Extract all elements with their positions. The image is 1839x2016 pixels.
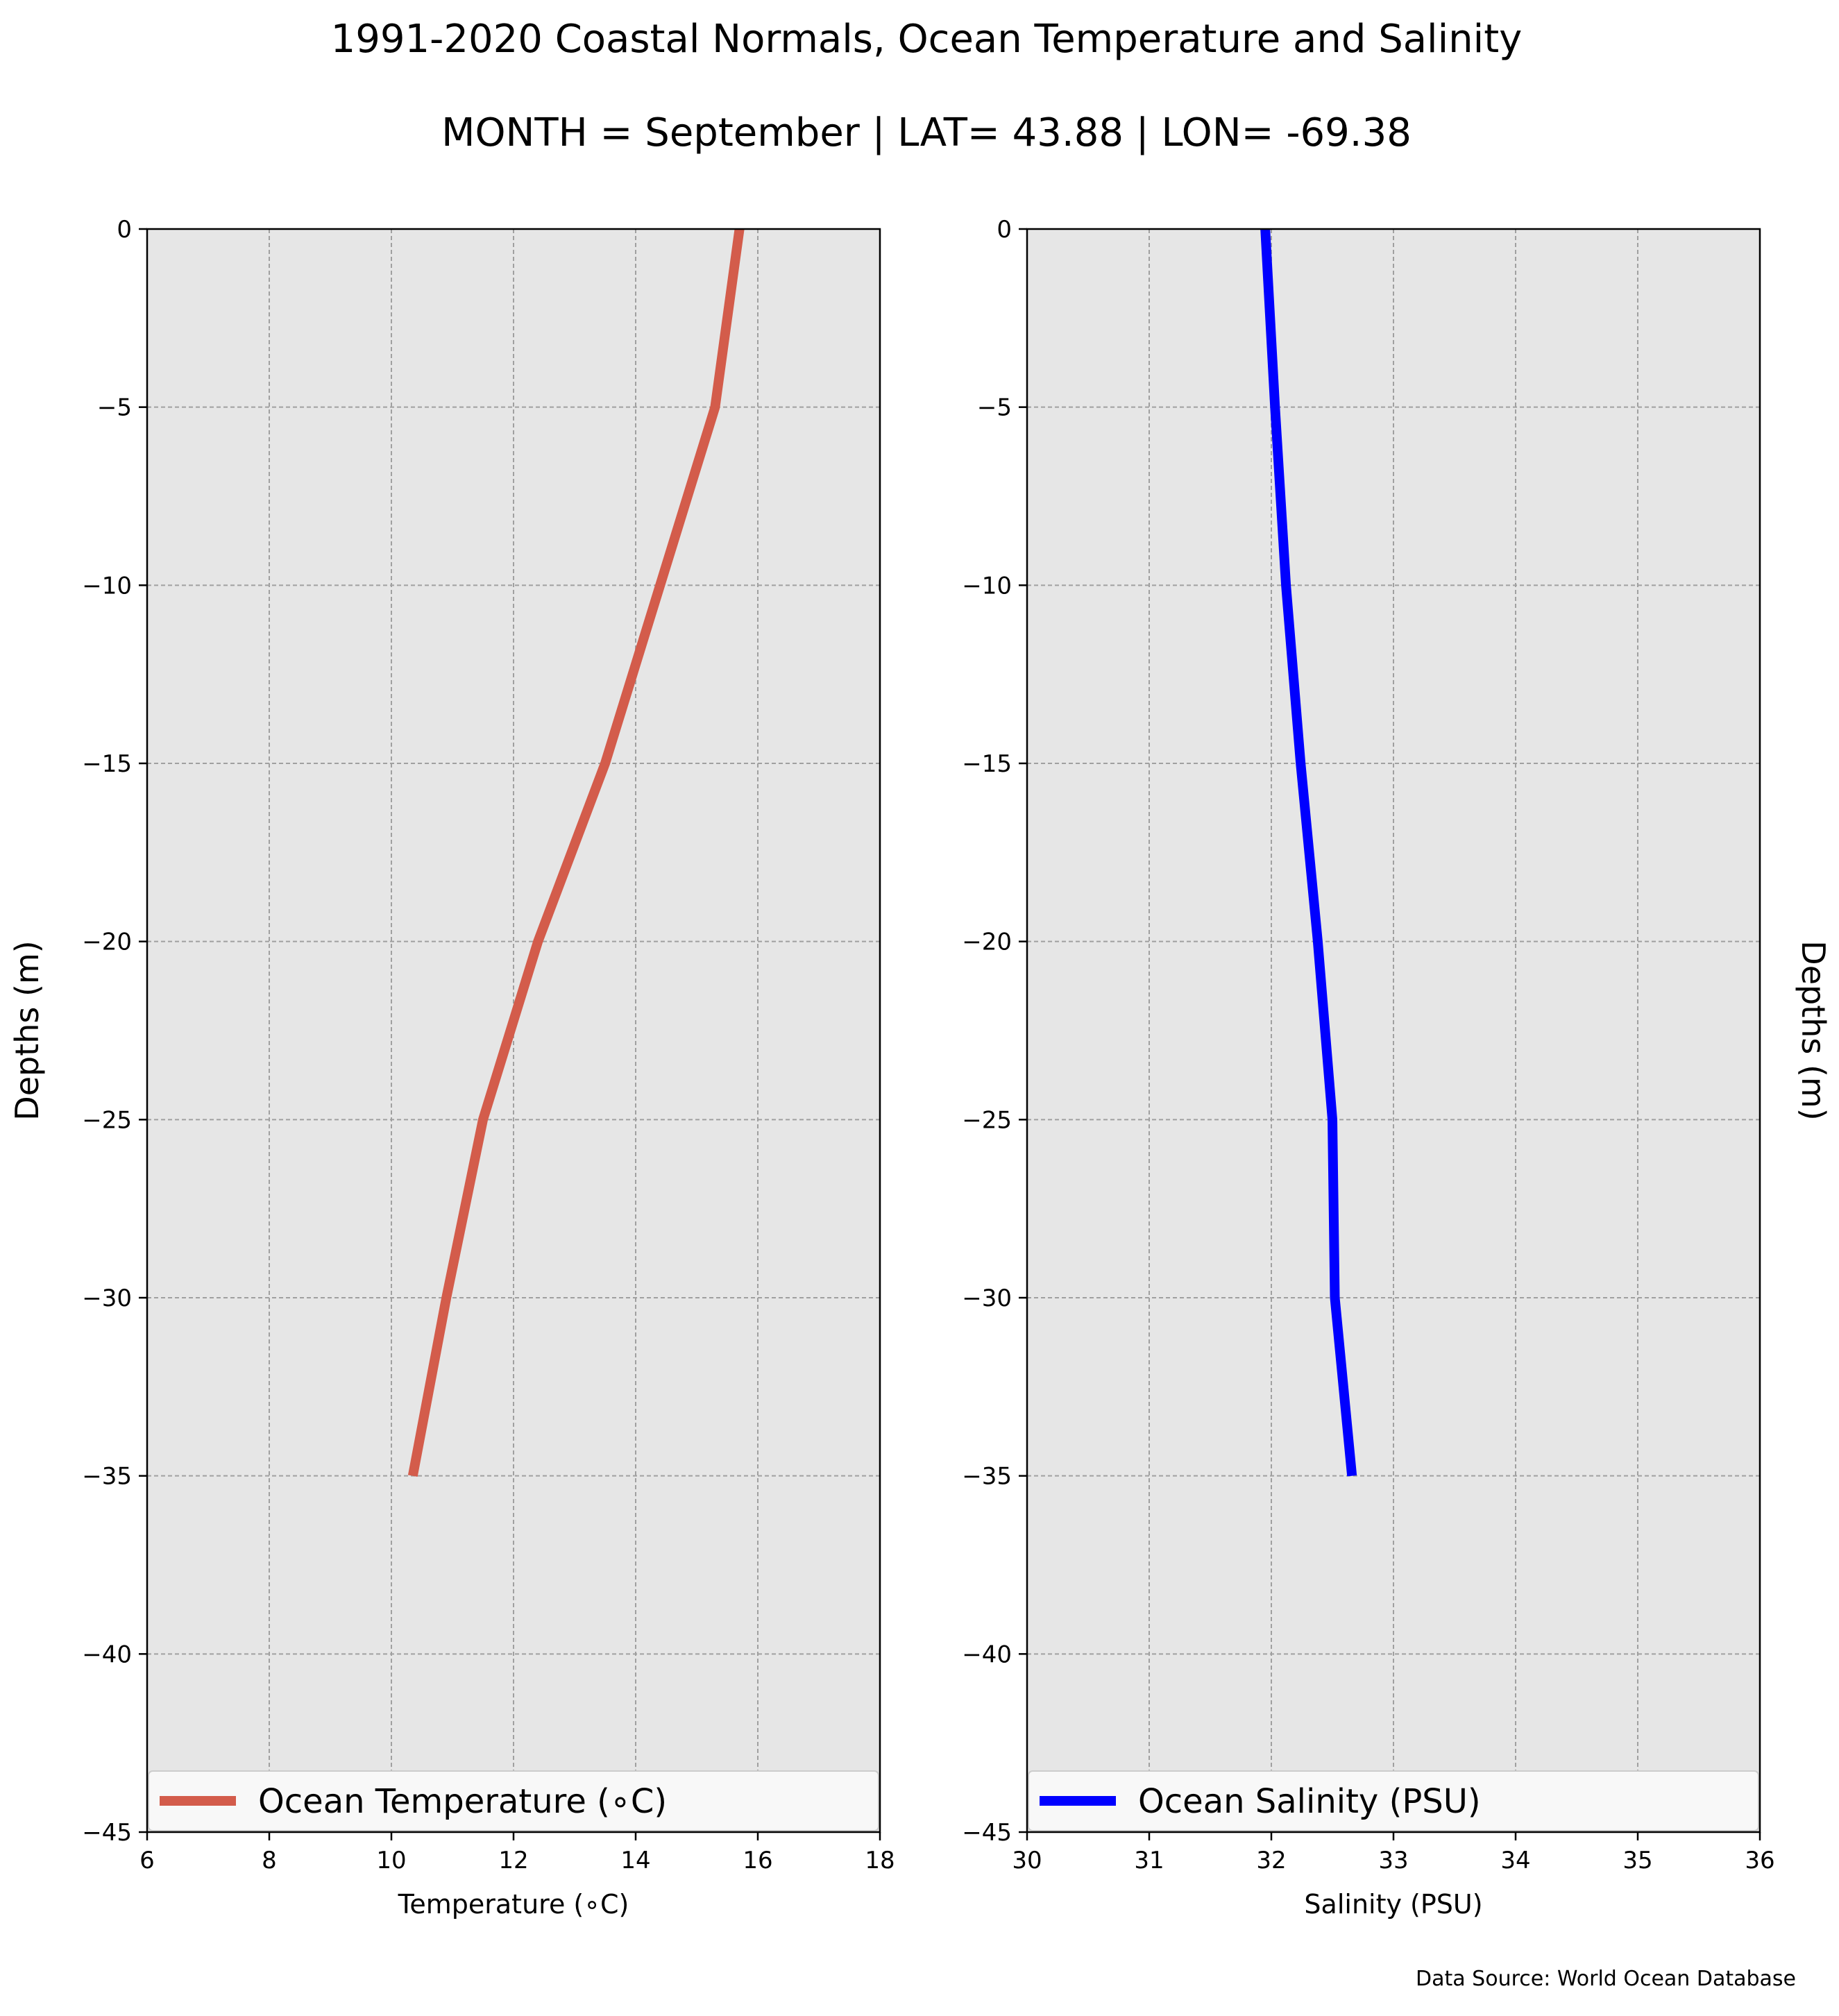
y-tick-label: −5 bbox=[97, 394, 132, 422]
y-tick-label: −40 bbox=[962, 1641, 1012, 1668]
y-tick-label: −20 bbox=[82, 929, 132, 956]
y-tick-label: −20 bbox=[962, 929, 1012, 956]
series-line-temperature bbox=[407, 228, 745, 1477]
y-tick-label: −25 bbox=[82, 1106, 132, 1134]
y-tick-label: −10 bbox=[962, 572, 1012, 600]
y-tick-label: −30 bbox=[82, 1285, 132, 1312]
x-tick-label: 33 bbox=[1378, 1847, 1408, 1874]
x-tick-label: 32 bbox=[1256, 1847, 1286, 1874]
x-tick-label: 35 bbox=[1622, 1847, 1652, 1874]
y-tick-label: −10 bbox=[82, 572, 132, 600]
salinity-panel: Ocean Salinity (PSU) 30 31 32 33 34 35 36 0 −5 −10… bbox=[962, 216, 1832, 1920]
y-tick-label: −45 bbox=[82, 1819, 132, 1847]
legend-box bbox=[148, 1770, 879, 1831]
temperature-panel: Ocean Temperature (∘C) 6 8 10 12 14 16 18 0 −5 −10… bbox=[8, 216, 895, 1920]
x-axis-label: Temperature (∘C) bbox=[398, 1889, 629, 1920]
y-tick-label: 0 bbox=[117, 216, 132, 244]
x-tick-label: 8 bbox=[262, 1847, 277, 1874]
y-tick-label: −30 bbox=[962, 1285, 1012, 1312]
legend-label: Ocean Temperature (∘C) bbox=[258, 1782, 667, 1821]
x-tick-label: 16 bbox=[743, 1847, 772, 1874]
chart-title: 1991-2020 Coastal Normals, Ocean Tempera… bbox=[331, 17, 1523, 62]
y-tick-label: −15 bbox=[962, 750, 1012, 778]
x-tick-label: 30 bbox=[1012, 1847, 1042, 1874]
y-tick-label: −35 bbox=[962, 1463, 1012, 1491]
y-axis-label: Depths (m) bbox=[1795, 940, 1832, 1120]
x-tick-label: 6 bbox=[139, 1847, 155, 1874]
x-tick-label: 18 bbox=[865, 1847, 895, 1874]
y-tick-label: −40 bbox=[82, 1641, 132, 1668]
legend-label: Ocean Salinity (PSU) bbox=[1138, 1782, 1481, 1821]
y-tick-label: 0 bbox=[997, 216, 1012, 244]
y-tick-label: −45 bbox=[962, 1819, 1012, 1847]
x-tick-label: 14 bbox=[620, 1847, 650, 1874]
x-tick-label: 36 bbox=[1745, 1847, 1774, 1874]
legend-box bbox=[1028, 1770, 1759, 1831]
y-tick-label: −25 bbox=[962, 1106, 1012, 1134]
chart-subtitle: MONTH = September | LAT= 43.88 | LON= -6… bbox=[441, 110, 1412, 155]
series-line-salinity bbox=[1260, 228, 1357, 1477]
y-tick-label: −15 bbox=[82, 750, 132, 778]
x-axis-label: Salinity (PSU) bbox=[1304, 1889, 1482, 1920]
y-axis-label: Depths (m) bbox=[8, 940, 46, 1120]
y-tick-label: −35 bbox=[82, 1463, 132, 1491]
x-tick-label: 31 bbox=[1134, 1847, 1164, 1874]
x-tick-label: 34 bbox=[1500, 1847, 1530, 1874]
data-source-note: Data Source: World Ocean Database bbox=[1416, 1967, 1796, 1991]
x-tick-label: 10 bbox=[376, 1847, 406, 1874]
x-tick-label: 12 bbox=[498, 1847, 528, 1874]
y-tick-label: −5 bbox=[977, 394, 1012, 422]
